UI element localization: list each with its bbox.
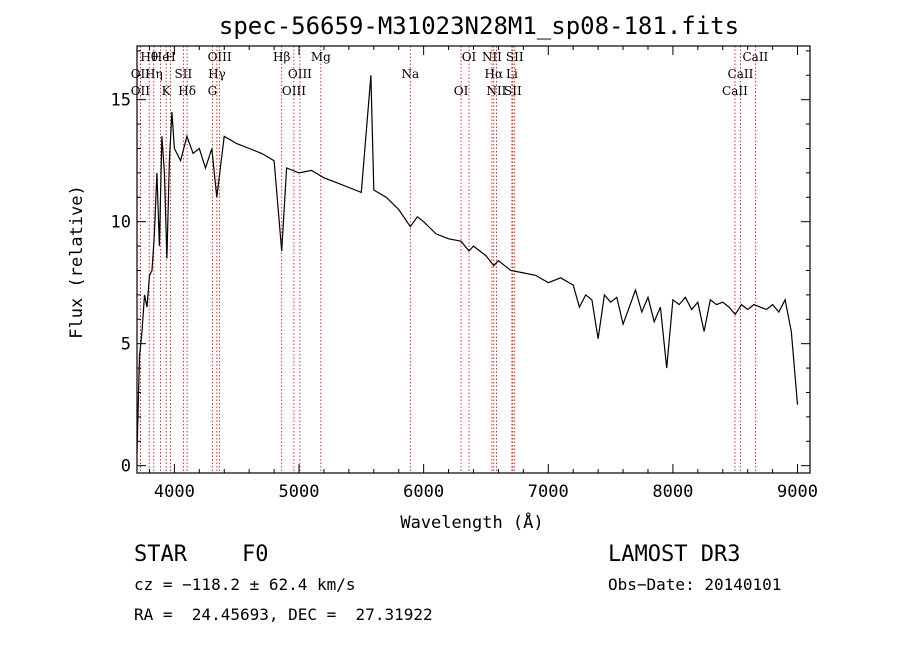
line-label: SII — [504, 84, 522, 98]
line-label: OI — [454, 84, 469, 98]
line-label: Hα — [485, 67, 504, 81]
x-tick-label: 6000 — [403, 482, 444, 502]
x-tick-label: 4000 — [154, 482, 195, 502]
line-label: Hη — [145, 67, 163, 81]
spectrum-line — [136, 75, 799, 454]
line-label: NII — [486, 84, 506, 98]
line-label: He — [152, 50, 170, 64]
line-label: Mg — [311, 50, 331, 64]
line-label: OIII — [208, 50, 232, 64]
line-label: CaII — [742, 50, 768, 64]
line-label: Hβ — [273, 50, 290, 64]
line-label: OIII — [288, 67, 312, 81]
line-label: Na — [401, 67, 419, 81]
line-label: H — [165, 50, 175, 64]
x-tick-label: 7000 — [528, 482, 569, 502]
chart-title: spec-56659-M31023N28M1_sp08-181.fits — [219, 12, 739, 40]
axis-ticks: 4000 5000 6000 7000 8000 9000 0 5 10 15 — [111, 46, 818, 502]
object-class: STAR — [134, 542, 187, 567]
line-label: Hθ — [140, 50, 158, 64]
line-label-group: HθOIIOIIHeHηKHSIIHδOIIIHγGHβOIIIOIIIMgNa… — [131, 50, 769, 98]
plot-frame — [136, 45, 811, 474]
line-label: CaII — [722, 84, 748, 98]
line-marker-group — [139, 46, 756, 473]
line-label: G — [208, 84, 218, 98]
line-label: NII — [482, 50, 502, 64]
x-axis-label: Wavelength (Å) — [400, 511, 543, 533]
object-subclass: F0 — [242, 542, 269, 567]
sky-coordinates: RA = 24.45693, DEC = 27.31922 — [134, 605, 433, 624]
line-label: Hδ — [178, 84, 196, 98]
line-label: OII — [131, 67, 151, 81]
line-label: K — [162, 84, 172, 98]
line-label: SII — [506, 50, 524, 64]
y-tick-label: 5 — [121, 335, 131, 355]
observation-date: Obs−Date: 20140101 — [608, 575, 782, 594]
y-tick-label: 15 — [111, 91, 131, 111]
line-label: Li — [506, 67, 518, 81]
line-label: SII — [175, 67, 193, 81]
x-tick-label: 5000 — [279, 482, 320, 502]
line-label: OII — [131, 84, 151, 98]
line-label: OIII — [282, 84, 306, 98]
y-tick-label: 10 — [111, 213, 131, 233]
line-label: Hγ — [208, 67, 226, 81]
x-tick-label: 8000 — [652, 482, 693, 502]
survey-name: LAMOST DR3 — [608, 542, 741, 567]
line-label: CaII — [728, 67, 754, 81]
spectrum-chart: spec-56659-M31023N28M1_sp08-181.fits Hθ O… — [67, 12, 818, 533]
y-axis-label: Flux (relative) — [67, 185, 87, 339]
x-tick-label: 9000 — [777, 482, 818, 502]
line-label: OI — [462, 50, 477, 64]
y-tick-label: 0 — [121, 457, 131, 477]
redshift-velocity: cz = −118.2 ± 62.4 km/s — [134, 575, 356, 594]
